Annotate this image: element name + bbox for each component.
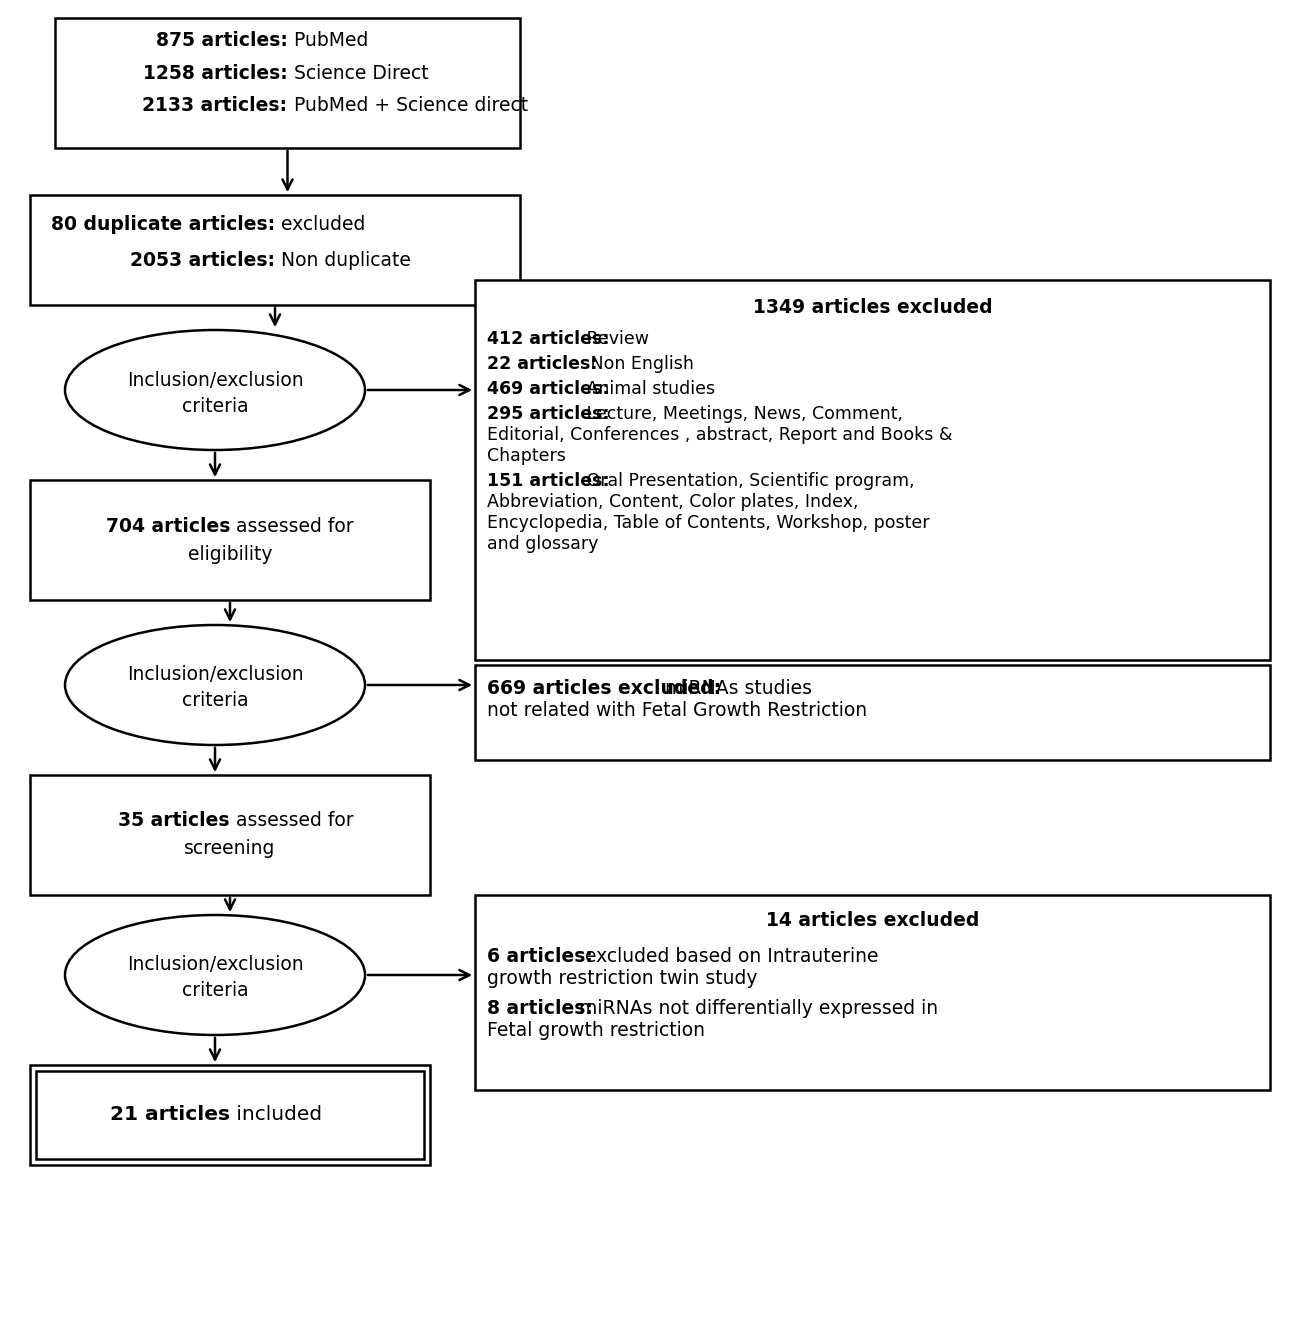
Text: miRNAs not differentially expressed in: miRNAs not differentially expressed in bbox=[573, 998, 939, 1018]
Text: Inclusion/exclusion: Inclusion/exclusion bbox=[126, 955, 303, 975]
Text: 2053 articles:: 2053 articles: bbox=[130, 252, 276, 270]
Text: 22 articles:: 22 articles: bbox=[488, 355, 598, 373]
Bar bbox=[30, 776, 430, 896]
Text: included: included bbox=[230, 1105, 322, 1125]
Text: 875 articles:: 875 articles: bbox=[156, 32, 287, 50]
Text: 6 articles:: 6 articles: bbox=[488, 947, 593, 966]
Text: miRNAs studies: miRNAs studies bbox=[659, 679, 812, 698]
Bar bbox=[474, 896, 1270, 1089]
Text: Editorial, Conferences , abstract, Report and Books &: Editorial, Conferences , abstract, Repor… bbox=[488, 426, 953, 445]
Text: PubMed + Science direct: PubMed + Science direct bbox=[287, 96, 528, 115]
Text: screening: screening bbox=[185, 839, 276, 859]
Text: 8 articles:: 8 articles: bbox=[488, 998, 593, 1018]
Text: 80 duplicate articles:: 80 duplicate articles: bbox=[51, 215, 276, 233]
Text: excluded: excluded bbox=[276, 215, 365, 233]
Text: criteria: criteria bbox=[182, 397, 248, 415]
Text: eligibility: eligibility bbox=[187, 545, 272, 563]
Text: 469 articles:: 469 articles: bbox=[488, 380, 610, 398]
Text: Science Direct: Science Direct bbox=[287, 63, 428, 83]
Text: criteria: criteria bbox=[182, 691, 248, 711]
Text: 2133 articles:: 2133 articles: bbox=[143, 96, 287, 115]
Text: Encyclopedia, Table of Contents, Workshop, poster: Encyclopedia, Table of Contents, Worksho… bbox=[488, 514, 930, 532]
Bar bbox=[474, 665, 1270, 760]
Text: 1258 articles:: 1258 articles: bbox=[143, 63, 287, 83]
Text: criteria: criteria bbox=[182, 981, 248, 1001]
Text: Lecture, Meetings, News, Comment,: Lecture, Meetings, News, Comment, bbox=[581, 405, 904, 423]
Text: Non English: Non English bbox=[575, 355, 694, 373]
Text: Chapters: Chapters bbox=[488, 447, 566, 466]
Bar bbox=[30, 1064, 430, 1165]
Text: 14 articles excluded: 14 articles excluded bbox=[766, 911, 979, 930]
Text: and glossary: and glossary bbox=[488, 536, 598, 553]
Text: Oral Presentation, Scientific program,: Oral Presentation, Scientific program, bbox=[581, 472, 915, 489]
Bar bbox=[30, 480, 430, 600]
Text: excluded based on Intrauterine: excluded based on Intrauterine bbox=[573, 947, 879, 966]
Text: Animal studies: Animal studies bbox=[581, 380, 715, 398]
Ellipse shape bbox=[65, 625, 365, 745]
Ellipse shape bbox=[65, 330, 365, 450]
Bar bbox=[30, 195, 520, 305]
Text: Abbreviation, Content, Color plates, Index,: Abbreviation, Content, Color plates, Ind… bbox=[488, 493, 858, 510]
Bar bbox=[36, 1071, 424, 1159]
Text: Inclusion/exclusion: Inclusion/exclusion bbox=[126, 371, 303, 389]
Text: 151 articles:: 151 articles: bbox=[488, 472, 610, 489]
Text: 295 articles:: 295 articles: bbox=[488, 405, 610, 423]
Text: assessed for: assessed for bbox=[230, 811, 354, 831]
Text: Review: Review bbox=[581, 330, 649, 348]
Text: Fetal growth restriction: Fetal growth restriction bbox=[488, 1021, 705, 1039]
Text: not related with Fetal Growth Restriction: not related with Fetal Growth Restrictio… bbox=[488, 700, 867, 720]
Text: growth restriction twin study: growth restriction twin study bbox=[488, 969, 758, 988]
Ellipse shape bbox=[65, 915, 365, 1035]
Text: assessed for: assessed for bbox=[230, 517, 354, 536]
Text: 704 articles: 704 articles bbox=[105, 517, 230, 536]
Text: 1349 articles excluded: 1349 articles excluded bbox=[753, 298, 992, 317]
Text: 35 articles: 35 articles bbox=[118, 811, 230, 831]
Text: Non duplicate: Non duplicate bbox=[276, 252, 411, 270]
Bar bbox=[474, 280, 1270, 660]
Text: Inclusion/exclusion: Inclusion/exclusion bbox=[126, 666, 303, 685]
Bar bbox=[55, 18, 520, 148]
Text: 669 articles excluded:: 669 articles excluded: bbox=[488, 679, 722, 698]
Text: 412 articles:: 412 articles: bbox=[488, 330, 610, 348]
Text: PubMed: PubMed bbox=[287, 32, 368, 50]
Text: 21 articles: 21 articles bbox=[111, 1105, 230, 1125]
